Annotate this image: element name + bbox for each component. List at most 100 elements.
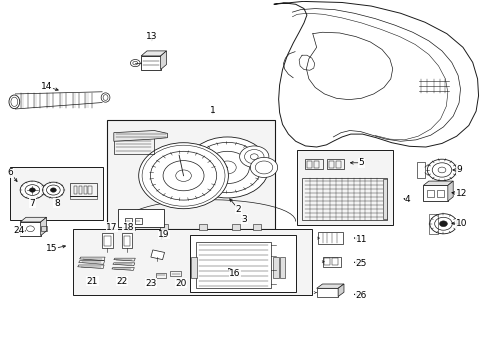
Bar — [21, 93, 24, 108]
Circle shape — [439, 221, 447, 226]
Polygon shape — [447, 181, 452, 201]
Polygon shape — [141, 51, 166, 56]
Bar — [114, 134, 154, 154]
Bar — [104, 236, 111, 246]
Text: 8: 8 — [54, 199, 60, 208]
Bar — [74, 186, 77, 194]
Bar — [279, 257, 285, 278]
Circle shape — [427, 159, 456, 181]
Text: 17: 17 — [106, 223, 118, 232]
Text: 10: 10 — [455, 219, 466, 228]
Circle shape — [429, 214, 456, 234]
Bar — [72, 93, 76, 108]
Circle shape — [20, 181, 44, 199]
Text: 23: 23 — [145, 279, 156, 288]
Bar — [416, 162, 425, 178]
Bar — [423, 185, 447, 201]
Bar — [322, 257, 340, 267]
Bar — [199, 224, 206, 230]
Bar — [135, 218, 142, 225]
Bar — [195, 242, 271, 288]
Bar — [85, 93, 88, 108]
Text: 2: 2 — [235, 205, 241, 214]
Circle shape — [218, 161, 236, 174]
Polygon shape — [160, 51, 166, 69]
Bar — [16, 226, 21, 231]
Ellipse shape — [101, 93, 110, 102]
Bar — [41, 226, 46, 231]
Text: 6: 6 — [7, 168, 13, 177]
Polygon shape — [316, 284, 343, 288]
Bar — [426, 190, 433, 197]
Text: 20: 20 — [175, 279, 186, 288]
Circle shape — [239, 146, 268, 167]
Ellipse shape — [9, 95, 20, 109]
Bar — [102, 233, 113, 248]
Circle shape — [175, 170, 191, 181]
Bar — [107, 120, 275, 229]
Text: 16: 16 — [228, 269, 240, 278]
Text: 22: 22 — [116, 276, 127, 285]
Bar — [118, 209, 163, 227]
Circle shape — [139, 143, 228, 209]
Polygon shape — [151, 250, 164, 260]
Bar — [79, 186, 82, 194]
Polygon shape — [316, 288, 337, 297]
Text: 4: 4 — [404, 195, 410, 204]
Text: 7: 7 — [29, 199, 35, 208]
Text: 3: 3 — [241, 215, 247, 224]
Bar — [20, 222, 41, 235]
Bar — [307, 161, 312, 168]
Text: 25: 25 — [355, 259, 366, 268]
Bar — [127, 224, 135, 230]
Polygon shape — [337, 284, 343, 297]
Bar — [302, 178, 386, 220]
Bar — [252, 224, 260, 230]
Bar — [305, 159, 322, 169]
Bar — [297, 150, 392, 225]
Bar — [123, 236, 130, 246]
Text: 5: 5 — [358, 158, 364, 167]
Bar — [327, 159, 344, 169]
Bar — [141, 56, 160, 69]
Text: 15: 15 — [46, 244, 58, 253]
Text: 11: 11 — [355, 235, 366, 244]
Bar — [122, 233, 132, 248]
Bar — [436, 190, 443, 197]
Bar — [70, 183, 97, 196]
Bar — [70, 196, 97, 199]
Bar — [317, 232, 342, 244]
Bar — [83, 186, 87, 194]
Bar — [382, 179, 386, 220]
Polygon shape — [273, 1, 478, 147]
Polygon shape — [41, 217, 46, 235]
Text: 12: 12 — [455, 189, 466, 198]
Text: 24: 24 — [14, 226, 25, 235]
Bar — [160, 224, 167, 230]
Bar — [272, 257, 278, 278]
Bar — [428, 214, 437, 234]
Polygon shape — [20, 217, 46, 222]
Bar — [10, 167, 103, 220]
Bar — [88, 186, 92, 194]
Bar — [47, 93, 50, 108]
Text: 13: 13 — [146, 32, 157, 41]
Circle shape — [185, 137, 268, 198]
Bar — [34, 93, 37, 108]
Bar — [73, 229, 311, 296]
Bar — [331, 258, 337, 265]
Text: 1: 1 — [209, 105, 215, 114]
Circle shape — [42, 182, 64, 198]
Bar — [189, 235, 296, 292]
Text: 14: 14 — [41, 82, 53, 91]
Bar — [190, 257, 196, 278]
Text: 19: 19 — [158, 230, 169, 239]
Bar — [329, 161, 333, 168]
Bar — [60, 93, 63, 108]
Bar — [324, 258, 330, 265]
Bar — [335, 161, 340, 168]
Bar — [125, 218, 132, 225]
Circle shape — [29, 188, 35, 192]
Bar — [314, 161, 319, 168]
Circle shape — [130, 59, 140, 67]
